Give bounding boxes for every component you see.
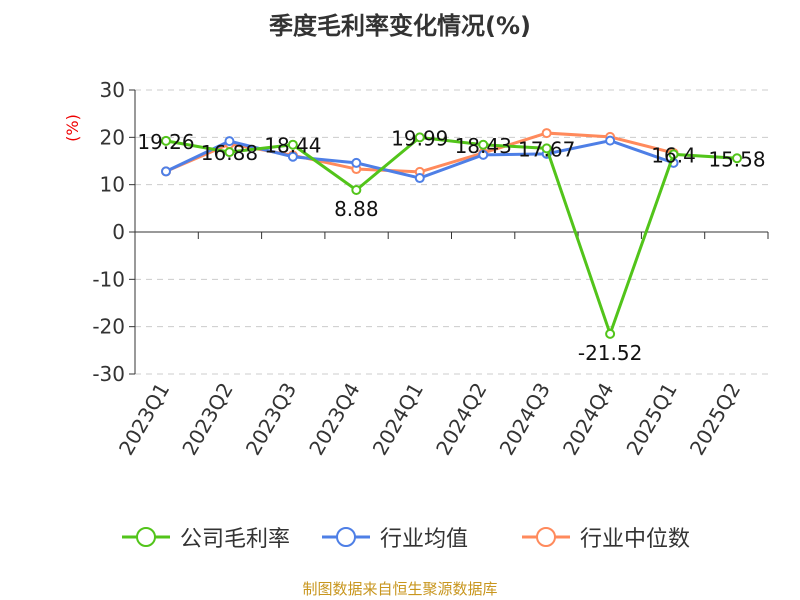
data-label: 15.58 xyxy=(708,147,765,171)
x-tick-label: 2024Q3 xyxy=(495,379,555,460)
data-label: 16.4 xyxy=(651,143,696,167)
data-label: 19.99 xyxy=(391,126,448,150)
data-point xyxy=(351,157,362,168)
source-note: 制图数据来自恒生聚源数据库 xyxy=(302,580,498,598)
chart-title: 季度毛利率变化情况(%) xyxy=(269,12,531,40)
data-point xyxy=(414,173,425,184)
y-tick-label: 0 xyxy=(112,220,125,244)
data-label: -21.52 xyxy=(578,341,642,365)
legend-marker xyxy=(536,527,556,547)
data-point xyxy=(287,139,298,150)
y-tick-label: 30 xyxy=(100,78,125,102)
legend-marker xyxy=(136,527,156,547)
data-label: 8.88 xyxy=(334,197,379,221)
x-tick-label: 2024Q4 xyxy=(558,379,618,460)
y-tick-label: 20 xyxy=(100,125,125,149)
x-tick-label: 2025Q1 xyxy=(621,379,681,460)
data-point xyxy=(351,184,362,195)
x-tick-label: 2024Q1 xyxy=(368,379,428,460)
legend-marker xyxy=(336,527,356,547)
series-line xyxy=(165,135,738,339)
legend-label: 行业中位数 xyxy=(580,527,690,552)
y-tick-label: -10 xyxy=(92,267,125,291)
data-point xyxy=(668,149,679,160)
data-label: 18.44 xyxy=(264,134,321,158)
data-point xyxy=(732,153,742,164)
data-point xyxy=(541,143,552,154)
data-point xyxy=(414,132,425,143)
data-point xyxy=(478,139,489,150)
data-label: 16.88 xyxy=(201,141,258,165)
data-point xyxy=(161,166,171,177)
data-point xyxy=(287,151,298,162)
data-point xyxy=(541,128,552,139)
data-label: 19.26 xyxy=(137,130,194,154)
data-label: 17.67 xyxy=(518,137,575,161)
x-tick-label: 2023Q4 xyxy=(304,379,364,460)
data-label: 18.43 xyxy=(455,134,512,158)
y-tick-label: -30 xyxy=(92,362,125,386)
x-tick-label: 2025Q2 xyxy=(685,379,745,460)
x-tick-label: 2023Q3 xyxy=(241,379,301,460)
y-tick-label: 10 xyxy=(100,173,125,197)
legend-label: 公司毛利率 xyxy=(180,527,290,552)
data-point xyxy=(161,135,171,146)
x-tick-label: 2023Q1 xyxy=(114,379,174,460)
y-axis-label: (%) xyxy=(63,114,82,142)
y-tick-label: -20 xyxy=(92,315,125,339)
data-point xyxy=(224,147,235,158)
x-tick-label: 2024Q2 xyxy=(431,379,491,460)
data-point xyxy=(478,149,489,160)
data-point xyxy=(224,136,235,147)
legend-label: 行业均值 xyxy=(380,527,468,552)
data-point xyxy=(605,135,616,146)
x-tick-label: 2023Q2 xyxy=(177,379,237,460)
data-point xyxy=(605,328,616,339)
